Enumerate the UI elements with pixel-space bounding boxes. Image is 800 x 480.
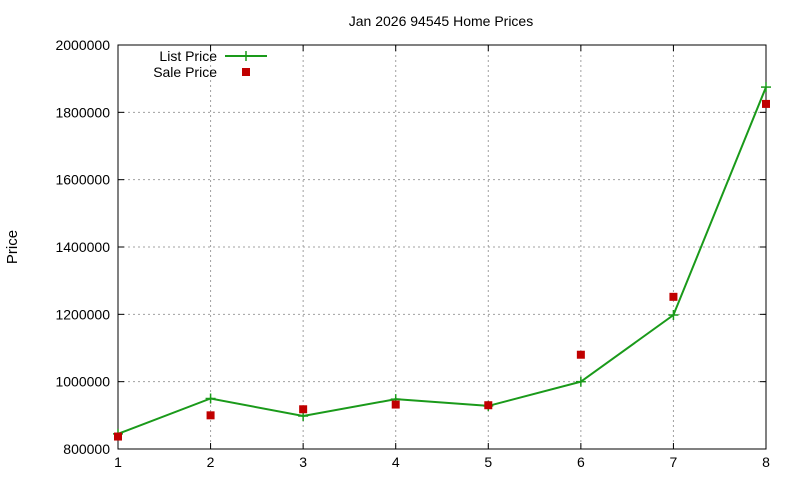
x-tick-label: 2	[207, 454, 215, 470]
x-tick-label: 1	[114, 454, 122, 470]
axis-ticks: 800000 1000000 1200000 1400000 1600000 180000…	[55, 37, 770, 470]
y-tick-label: 1200000	[55, 306, 110, 322]
x-tick-label: 4	[392, 454, 400, 470]
list-price-point	[575, 376, 586, 387]
legend-label-sale-price: Sale Price	[153, 64, 217, 80]
x-tick-label: 6	[577, 454, 585, 470]
sale-price-point	[114, 432, 122, 441]
sale-price-point	[391, 400, 400, 409]
legend-marker-sale-price	[242, 68, 250, 76]
y-tick-label: 1000000	[55, 374, 110, 390]
grid	[118, 45, 766, 449]
list-price-point	[761, 82, 771, 93]
sale-price-point	[669, 292, 678, 301]
x-tick-label: 3	[299, 454, 307, 470]
list-price-line	[117, 86, 767, 435]
y-axis-label: Price	[4, 230, 21, 264]
chart-title: Jan 2026 94545 Home Prices	[349, 13, 533, 29]
y-tick-label: 1800000	[55, 104, 110, 120]
x-tick-label: 5	[484, 454, 492, 470]
legend-marker-list-price	[241, 51, 251, 61]
sale-price-point	[299, 405, 308, 414]
sale-price-point	[484, 401, 493, 410]
y-tick-label: 1400000	[55, 239, 110, 255]
legend-label-list-price: List Price	[159, 48, 217, 64]
x-tick-label: 8	[762, 454, 770, 470]
sale-price-point	[762, 99, 770, 108]
series	[113, 82, 771, 441]
y-tick-label: 800000	[63, 441, 110, 457]
sale-price-point	[576, 350, 585, 359]
sale-price-point	[206, 411, 215, 420]
x-tick-label: 7	[670, 454, 678, 470]
list-price-point	[205, 393, 216, 404]
y-tick-label: 2000000	[55, 37, 110, 53]
list-price-point	[668, 310, 679, 321]
y-tick-label: 1600000	[55, 172, 110, 188]
